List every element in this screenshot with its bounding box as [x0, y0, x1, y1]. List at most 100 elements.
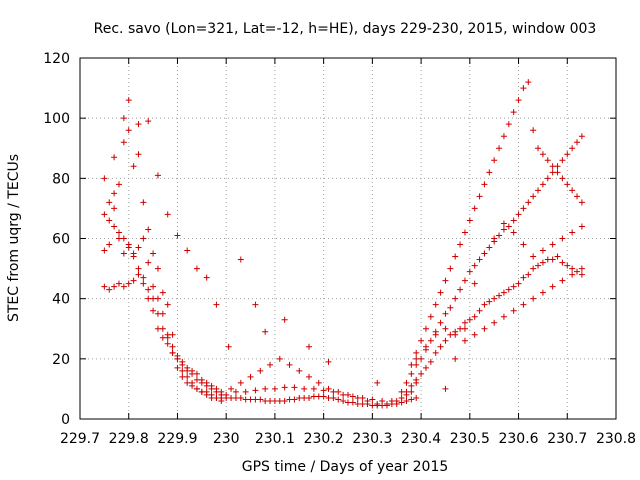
- data-point-marker: [505, 121, 512, 128]
- data-point-marker: [437, 289, 444, 296]
- data-point-marker: [569, 145, 576, 152]
- data-point-marker: [120, 115, 127, 122]
- data-point-marker: [535, 262, 542, 269]
- data-point-marker: [115, 229, 122, 236]
- data-point-marker: [174, 232, 181, 239]
- data-point-marker: [252, 387, 259, 394]
- data-point-marker: [232, 388, 239, 395]
- data-point-marker: [530, 193, 537, 200]
- data-point-marker: [189, 367, 196, 374]
- data-point-marker: [125, 97, 132, 104]
- y-tick-label: 80: [52, 171, 70, 187]
- data-point-marker: [442, 325, 449, 332]
- data-point-marker: [471, 331, 478, 338]
- data-point-marker: [442, 310, 449, 317]
- data-point-marker: [349, 393, 356, 400]
- data-point-marker: [408, 361, 415, 368]
- data-point-marker: [228, 385, 235, 392]
- data-point-marker: [120, 283, 127, 290]
- data-point-marker: [106, 217, 113, 224]
- data-point-marker: [403, 397, 410, 404]
- data-point-marker: [374, 400, 381, 407]
- data-point-marker: [349, 399, 356, 406]
- data-point-marker: [120, 250, 127, 257]
- data-point-marker: [486, 169, 493, 176]
- data-point-marker: [491, 235, 498, 242]
- data-point-marker: [111, 205, 118, 212]
- data-point-marker: [535, 187, 542, 194]
- data-point-marker: [510, 217, 517, 224]
- data-point-marker: [242, 388, 249, 395]
- data-point-marker: [544, 175, 551, 182]
- data-point-marker: [198, 376, 205, 383]
- data-point-marker: [408, 396, 415, 403]
- data-point-marker: [481, 181, 488, 188]
- data-point-marker: [471, 205, 478, 212]
- data-point-marker: [554, 253, 561, 260]
- data-point-marker: [539, 259, 546, 266]
- data-point-marker: [125, 244, 132, 251]
- data-point-marker: [461, 229, 468, 236]
- data-point-marker: [564, 181, 571, 188]
- x-tick-label: 229.7: [60, 431, 100, 447]
- data-point-marker: [530, 127, 537, 134]
- data-point-marker: [432, 301, 439, 308]
- y-axis-ticks: 0 20 40 60 80 100 120: [43, 51, 616, 428]
- x-tick-label: 230.8: [596, 431, 636, 447]
- data-point-marker: [125, 280, 132, 287]
- data-point-marker: [574, 268, 581, 275]
- data-point-marker: [466, 217, 473, 224]
- data-point-marker: [520, 205, 527, 212]
- data-point-marker: [179, 373, 186, 380]
- data-point-marker: [189, 382, 196, 389]
- data-point-marker: [213, 385, 220, 392]
- data-point-marker: [559, 175, 566, 182]
- data-point-marker: [403, 388, 410, 395]
- data-point-marker: [569, 187, 576, 194]
- data-point-marker: [164, 340, 171, 347]
- data-point-marker: [145, 118, 152, 125]
- data-point-marker: [549, 163, 556, 170]
- data-point-marker: [184, 364, 191, 371]
- data-point-marker: [530, 265, 537, 272]
- data-point-marker: [193, 370, 200, 377]
- data-point-marker: [291, 384, 298, 391]
- data-point-marker: [193, 265, 200, 272]
- x-tick-label: 230.2: [304, 431, 344, 447]
- data-point-marker: [554, 169, 561, 176]
- data-point-marker: [520, 85, 527, 92]
- data-point-marker: [257, 367, 264, 374]
- data-point-marker: [135, 121, 142, 128]
- data-point-marker: [125, 127, 132, 134]
- data-point-marker: [525, 79, 532, 86]
- data-point-marker: [281, 316, 288, 323]
- data-point-marker: [184, 379, 191, 386]
- data-point-marker: [115, 181, 122, 188]
- data-point-marker: [179, 367, 186, 374]
- data-point-marker: [505, 223, 512, 230]
- data-point-marker: [379, 397, 386, 404]
- data-point-marker: [130, 277, 137, 284]
- data-point-marker: [437, 319, 444, 326]
- data-point-marker: [159, 325, 166, 332]
- data-point-marker: [578, 223, 585, 230]
- data-point-marker: [539, 151, 546, 158]
- data-point-marker: [286, 361, 293, 368]
- data-point-marker: [208, 382, 215, 389]
- data-point-marker: [544, 157, 551, 164]
- data-point-marker: [340, 397, 347, 404]
- data-point-marker: [120, 139, 127, 146]
- data-point-marker: [145, 226, 152, 233]
- data-point-marker: [481, 301, 488, 308]
- data-point-marker: [515, 97, 522, 104]
- data-point-marker: [520, 301, 527, 308]
- data-point-marker: [515, 280, 522, 287]
- data-point-marker: [442, 385, 449, 392]
- data-point-marker: [564, 151, 571, 158]
- data-point-marker: [374, 379, 381, 386]
- data-point-marker: [574, 193, 581, 200]
- x-tick-label: 230.5: [450, 431, 490, 447]
- data-point-marker: [169, 343, 176, 350]
- data-point-marker: [145, 259, 152, 266]
